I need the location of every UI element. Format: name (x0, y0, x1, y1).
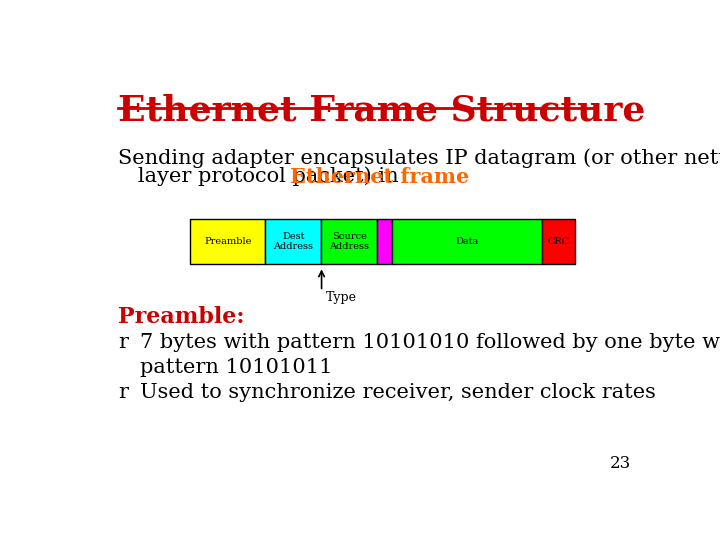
Bar (392, 219, 542, 265)
Text: Data: Data (456, 237, 479, 246)
Text: 23: 23 (610, 455, 631, 472)
Text: Preamble:: Preamble: (118, 306, 244, 328)
Text: Used to synchronize receiver, sender clock rates: Used to synchronize receiver, sender clo… (140, 383, 656, 402)
Bar (321, 219, 377, 265)
Text: r: r (118, 333, 128, 352)
Bar (542, 219, 575, 265)
Text: Preamble: Preamble (204, 237, 251, 246)
Bar (190, 219, 265, 265)
Text: Sending adapter encapsulates IP datagram (or other network: Sending adapter encapsulates IP datagram… (118, 148, 720, 167)
Text: layer protocol packet) in: layer protocol packet) in (118, 167, 405, 186)
Text: Ethernet frame: Ethernet frame (289, 167, 469, 187)
Bar (265, 219, 321, 265)
Text: Type: Type (326, 292, 357, 305)
Text: 7 bytes with pattern 10101010 followed by one byte with: 7 bytes with pattern 10101010 followed b… (140, 333, 720, 352)
Text: CRC: CRC (548, 237, 570, 246)
Text: Ethernet Frame Structure: Ethernet Frame Structure (118, 94, 645, 128)
Text: Dest
Address: Dest Address (273, 232, 313, 251)
Text: pattern 10101011: pattern 10101011 (140, 358, 333, 377)
Text: r: r (118, 383, 128, 402)
Bar (377, 219, 392, 265)
Text: Source
Address: Source Address (329, 232, 369, 251)
